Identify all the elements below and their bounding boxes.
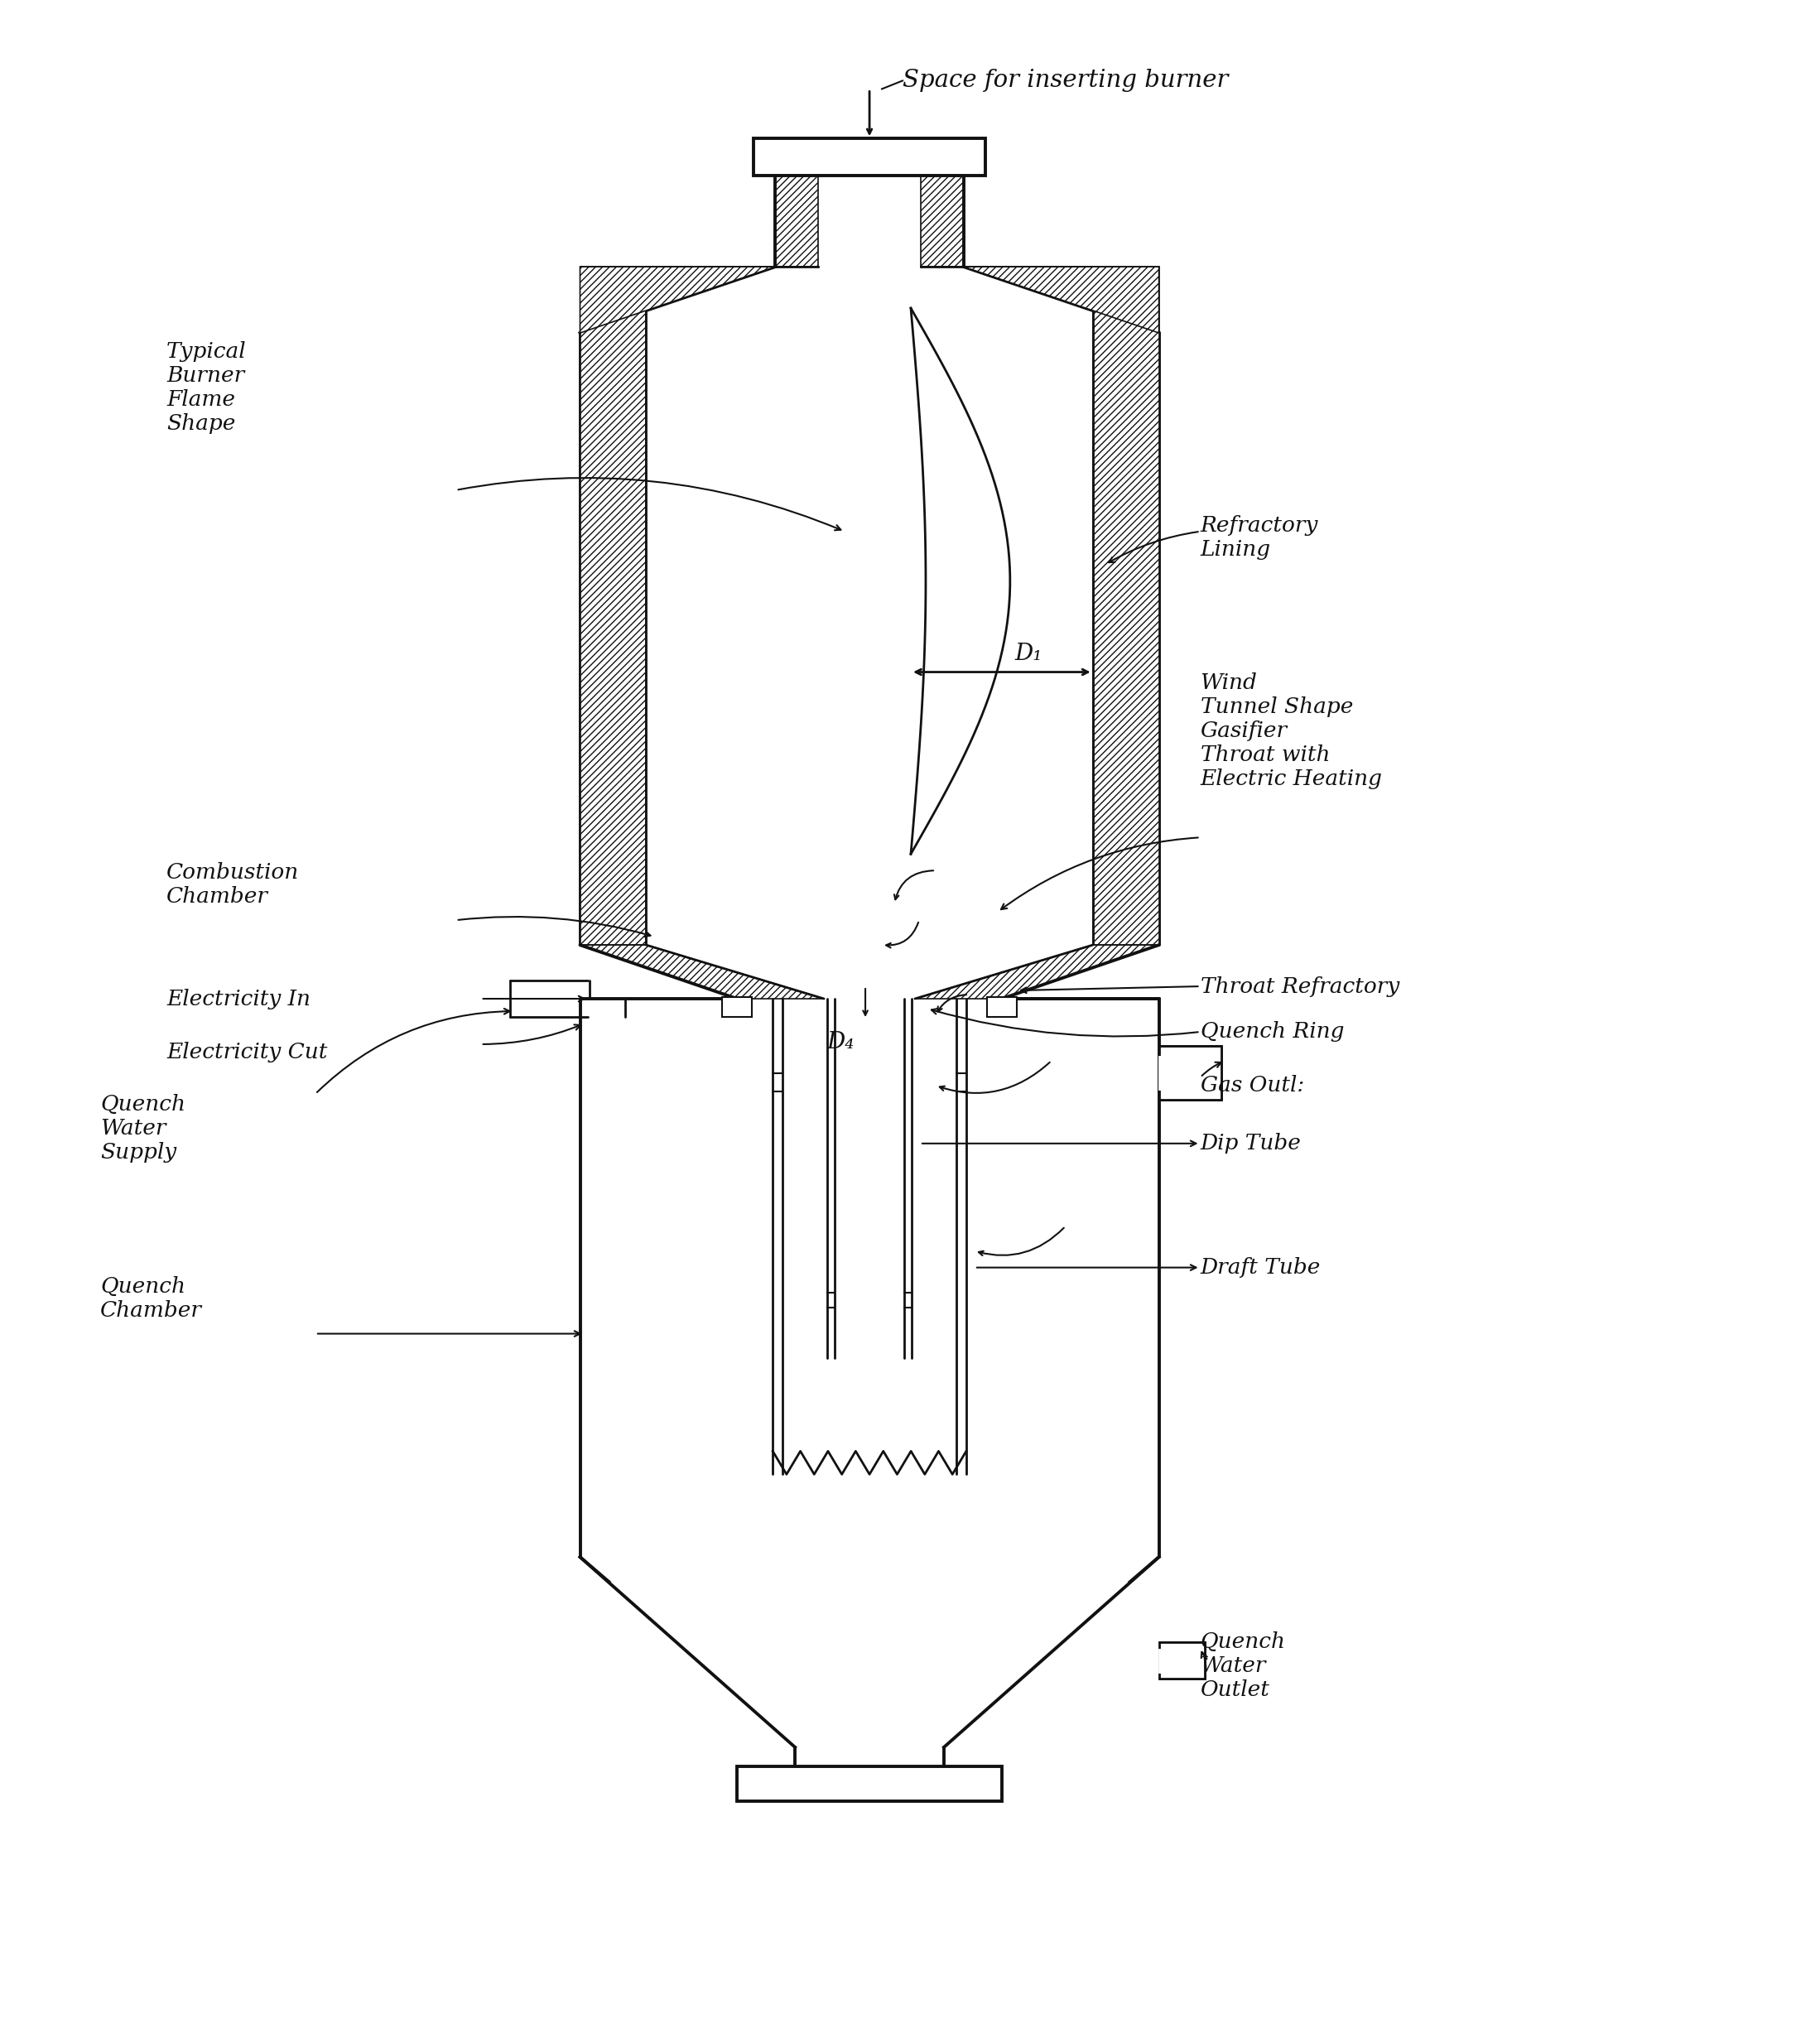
Text: Quench
Chamber: Quench Chamber <box>100 1276 202 1321</box>
Polygon shape <box>1092 267 1159 946</box>
Text: Quench Ring: Quench Ring <box>1199 1021 1343 1041</box>
Text: Electricity In: Electricity In <box>167 988 311 1009</box>
Text: Throat Refractory: Throat Refractory <box>1199 976 1400 997</box>
Polygon shape <box>753 139 985 175</box>
Polygon shape <box>1159 1045 1221 1101</box>
Polygon shape <box>723 997 752 1017</box>
Text: Wind
Tunnel Shape
Gasifier
Throat with
Electric Heating: Wind Tunnel Shape Gasifier Throat with E… <box>1199 673 1383 789</box>
Polygon shape <box>581 267 819 332</box>
Text: Quench
Water
Supply: Quench Water Supply <box>100 1094 186 1162</box>
Text: Typical
Burner
Flame
Shape: Typical Burner Flame Shape <box>167 340 246 434</box>
Text: Electricity Cut: Electricity Cut <box>167 1041 328 1064</box>
Polygon shape <box>1159 1058 1194 1088</box>
Text: Dip Tube: Dip Tube <box>1199 1133 1301 1154</box>
Polygon shape <box>581 946 824 999</box>
Text: Space for inserting burner: Space for inserting burner <box>903 69 1229 92</box>
Polygon shape <box>737 1767 1001 1802</box>
Text: Combustion
Chamber: Combustion Chamber <box>167 862 298 907</box>
Text: Gas Outl:: Gas Outl: <box>1199 1076 1303 1096</box>
Text: D₁: D₁ <box>1014 642 1043 664</box>
Text: Draft Tube: Draft Tube <box>1199 1257 1321 1278</box>
Text: Quench
Water
Outlet: Quench Water Outlet <box>1199 1632 1285 1700</box>
Polygon shape <box>1159 1649 1181 1671</box>
Polygon shape <box>775 175 819 267</box>
Text: Refractory
Lining: Refractory Lining <box>1199 516 1318 560</box>
Polygon shape <box>1159 1643 1205 1679</box>
Polygon shape <box>921 267 1159 332</box>
Polygon shape <box>581 267 646 946</box>
Polygon shape <box>986 997 1017 1017</box>
Text: D₄: D₄ <box>826 1031 854 1054</box>
Polygon shape <box>915 946 1159 999</box>
Polygon shape <box>921 175 965 267</box>
